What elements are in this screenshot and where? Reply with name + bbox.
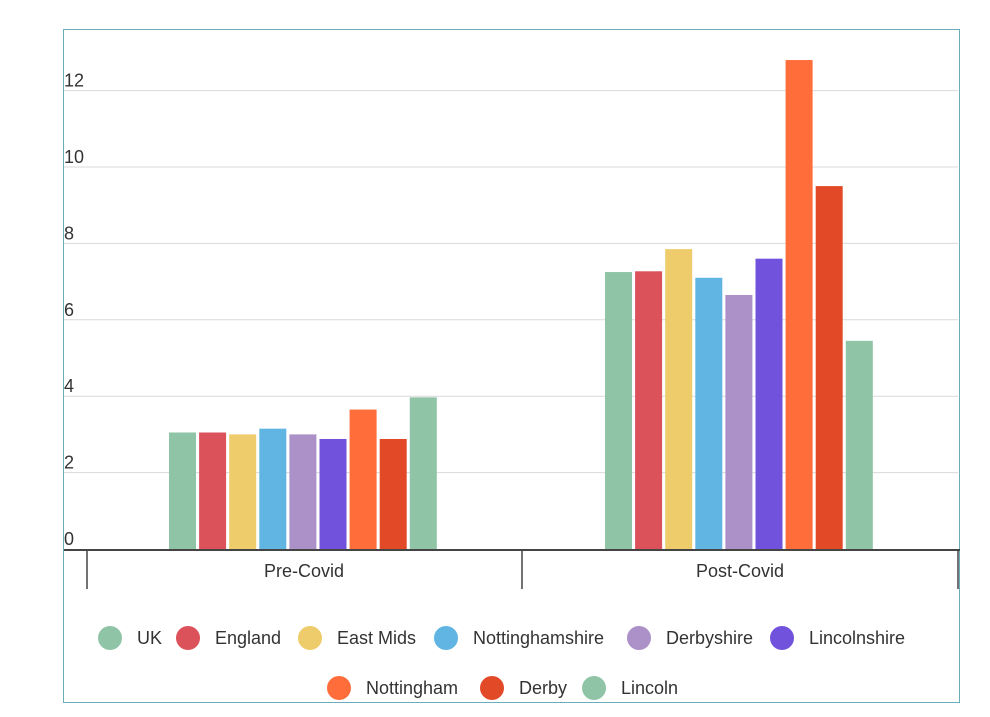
y-tick-label: 12	[64, 71, 84, 91]
bar-nottinghamshire-pre-covid	[259, 428, 287, 549]
bar-nottinghamshire-post-covid	[695, 277, 723, 549]
bar-uk-pre-covid	[169, 432, 196, 549]
legend-marker-lincoln	[582, 676, 606, 700]
bar-derbyshire-post-covid	[725, 294, 753, 549]
bar-lincolnshire-pre-covid	[319, 438, 347, 549]
bar-lincoln-post-covid	[845, 340, 873, 549]
bar-east-mids-pre-covid	[229, 434, 257, 549]
legend-marker-east-mids	[298, 626, 322, 650]
bar-nottingham-pre-covid	[349, 409, 377, 549]
bar-england-post-covid	[635, 271, 663, 549]
y-tick-label: 4	[64, 376, 74, 396]
legend-label-nottinghamshire: Nottinghamshire	[473, 628, 604, 648]
legend-label-uk: UK	[137, 628, 162, 648]
legend-label-nottingham: Nottingham	[366, 678, 458, 698]
legend-marker-derby	[480, 676, 504, 700]
y-tick-label: 8	[64, 223, 74, 243]
legend-label-lincolnshire: Lincolnshire	[809, 628, 905, 648]
y-tick-label: 2	[64, 453, 74, 473]
bar-england-pre-covid	[199, 432, 227, 549]
x-category-label: Pre-Covid	[264, 561, 344, 581]
y-tick-label: 0	[64, 529, 74, 549]
bar-uk-post-covid	[605, 272, 632, 549]
bar-derby-post-covid	[815, 186, 843, 549]
bar-derbyshire-pre-covid	[289, 434, 317, 549]
legend-marker-derbyshire	[627, 626, 651, 650]
bar-east-mids-post-covid	[665, 249, 693, 549]
y-tick-label: 10	[64, 147, 84, 167]
legend-label-derbyshire: Derbyshire	[666, 628, 753, 648]
legend-label-east-mids: East Mids	[337, 628, 416, 648]
legend-marker-lincolnshire	[770, 626, 794, 650]
bar-nottingham-post-covid	[785, 60, 813, 549]
legend-label-lincoln: Lincoln	[621, 678, 678, 698]
legend-marker-nottinghamshire	[434, 626, 458, 650]
axes: 0 2 4 6 8 10 12 Pre-Covid Post-Covid	[64, 71, 960, 589]
legend-marker-england	[176, 626, 200, 650]
x-category-label: Post-Covid	[696, 561, 784, 581]
bar-lincolnshire-post-covid	[755, 258, 783, 549]
legend-label-derby: Derby	[519, 678, 567, 698]
legend-marker-nottingham	[327, 676, 351, 700]
y-tick-label: 6	[64, 300, 74, 320]
bar-lincoln-pre-covid	[409, 397, 437, 549]
bar-derby-pre-covid	[379, 438, 407, 549]
legend: UK England East Mids Nottinghamshire Derbysh…	[98, 626, 905, 700]
legend-marker-uk	[98, 626, 122, 650]
legend-label-england: England	[215, 628, 281, 648]
bars	[169, 60, 873, 549]
